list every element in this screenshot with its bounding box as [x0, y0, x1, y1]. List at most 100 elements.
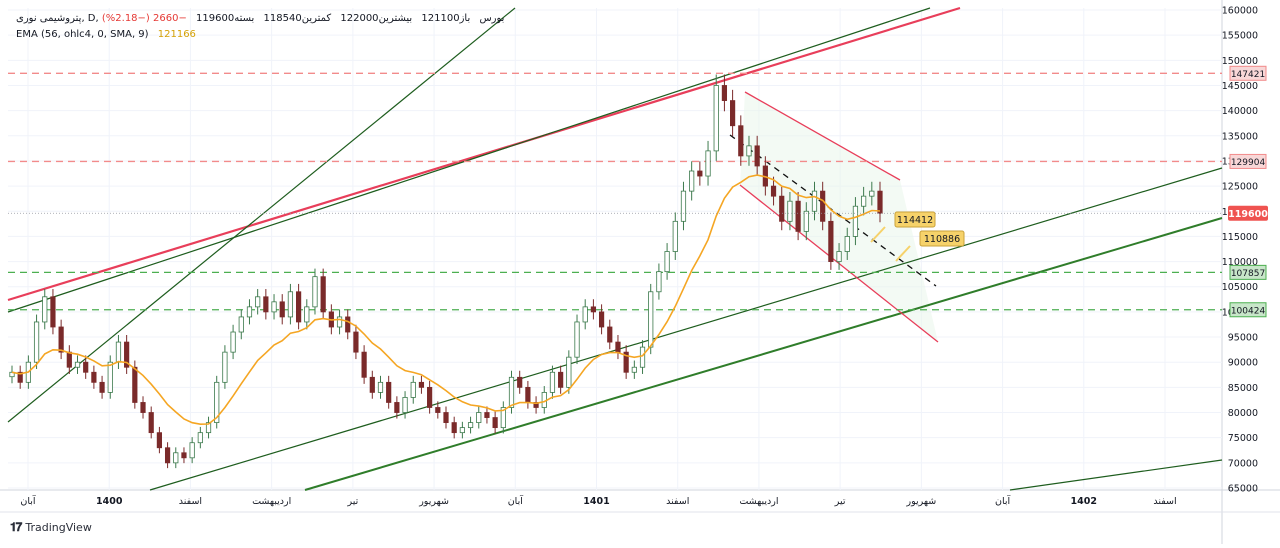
candle-body — [255, 296, 261, 308]
candle — [590, 299, 596, 320]
candle — [99, 375, 105, 399]
candle-body — [730, 100, 736, 127]
level-price-label: 129904 — [1231, 158, 1266, 168]
candle-body — [533, 402, 539, 408]
tradingview-brand[interactable]: 𝟏𝟕 TradingView — [10, 520, 92, 535]
candle — [42, 289, 48, 330]
candle-body — [402, 397, 408, 413]
candle-body — [680, 190, 687, 222]
candle — [58, 319, 64, 360]
candle — [230, 324, 236, 360]
close-value: بسته119600 — [196, 13, 255, 24]
candle — [582, 299, 588, 330]
level-price-label: 100424 — [1231, 306, 1266, 316]
candle-body — [66, 351, 72, 368]
candle — [222, 345, 228, 389]
candle-body — [787, 200, 793, 222]
candle — [828, 212, 834, 270]
candle-body — [689, 170, 695, 192]
candle-body — [525, 386, 531, 403]
candle — [156, 426, 162, 454]
candle — [451, 416, 457, 439]
candle — [369, 370, 375, 399]
candle — [304, 299, 310, 330]
candle-body — [271, 301, 277, 313]
candle — [746, 135, 752, 166]
candle-body — [697, 170, 703, 177]
candle — [877, 181, 883, 223]
ema-legend: EMA (56, ohlc4, 0, SMA, 9) 121166 — [16, 29, 202, 40]
candle — [664, 243, 670, 280]
callout-pointer — [870, 226, 886, 243]
ema-value: 121166 — [157, 29, 196, 40]
candle — [517, 370, 523, 394]
candle — [287, 283, 294, 325]
candle-body — [107, 361, 113, 393]
ohlc-legend: پتروشیمی نوری, D, بورس باز121100 بیشترین… — [16, 13, 510, 24]
level-price-label-box — [1229, 302, 1267, 318]
candle-body — [124, 341, 130, 368]
price-tick-label: 65000 — [1228, 484, 1258, 495]
candle — [836, 243, 842, 270]
candle-body — [500, 407, 506, 429]
candle-body — [83, 361, 89, 373]
candle-body — [476, 412, 482, 423]
time-tick-label: اسفند — [666, 496, 689, 507]
candle-body — [721, 85, 728, 101]
price-tick-label: 155000 — [1222, 31, 1258, 42]
candle-body — [418, 381, 425, 388]
candle-body — [214, 381, 220, 423]
candle — [279, 294, 285, 325]
candle-body — [484, 412, 490, 418]
candle-body — [173, 452, 179, 464]
candle-body — [304, 306, 310, 323]
candle-body — [74, 361, 81, 368]
candle — [173, 447, 179, 469]
candle-body — [869, 190, 875, 197]
low-value: کمترین118540 — [263, 13, 332, 24]
candle-body — [549, 371, 556, 393]
candle-body — [410, 381, 416, 398]
symbol-label[interactable]: پتروشیمی نوری, D, بورس — [16, 13, 505, 24]
candle — [484, 406, 490, 424]
candle-body — [287, 291, 294, 318]
candle-body — [836, 251, 842, 262]
projection-dash-line — [729, 134, 937, 287]
change-value: −2660 (−2.18%) — [101, 13, 187, 24]
candle-body — [623, 351, 629, 373]
level-price-label-box — [1229, 65, 1267, 81]
price-tick-label: 160000 — [1222, 6, 1258, 17]
candle-body — [492, 417, 498, 429]
candle — [500, 401, 506, 434]
candle — [402, 391, 408, 419]
price-tick-label: 70000 — [1228, 458, 1258, 469]
candle — [263, 289, 269, 320]
time-tick-label: 1401 — [583, 496, 609, 507]
candle — [525, 380, 531, 409]
candle — [214, 375, 220, 429]
candle — [623, 345, 629, 379]
time-tick-label: آبان — [995, 494, 1011, 507]
price-tick-label: 115000 — [1222, 232, 1258, 243]
candle — [148, 406, 154, 439]
candle-body — [508, 376, 515, 408]
ema-label[interactable]: EMA (56, ohlc4, 0, SMA, 9) — [16, 29, 149, 40]
price-tick-label: 105000 — [1222, 282, 1258, 293]
level-price-label: 147421 — [1231, 70, 1265, 80]
candle-body — [639, 346, 646, 368]
time-tick-label: اسفند — [179, 496, 202, 507]
candle-body — [164, 447, 171, 464]
candle-body — [828, 220, 834, 262]
candle — [435, 401, 441, 419]
candle-body — [246, 306, 253, 318]
candle — [558, 365, 564, 394]
candle — [508, 370, 515, 414]
candle — [566, 350, 572, 394]
candle — [869, 181, 875, 206]
time-tick-label: تیر — [834, 496, 846, 507]
candle — [410, 375, 416, 404]
time-tick-label: 1400 — [96, 496, 123, 507]
candle — [197, 426, 203, 449]
